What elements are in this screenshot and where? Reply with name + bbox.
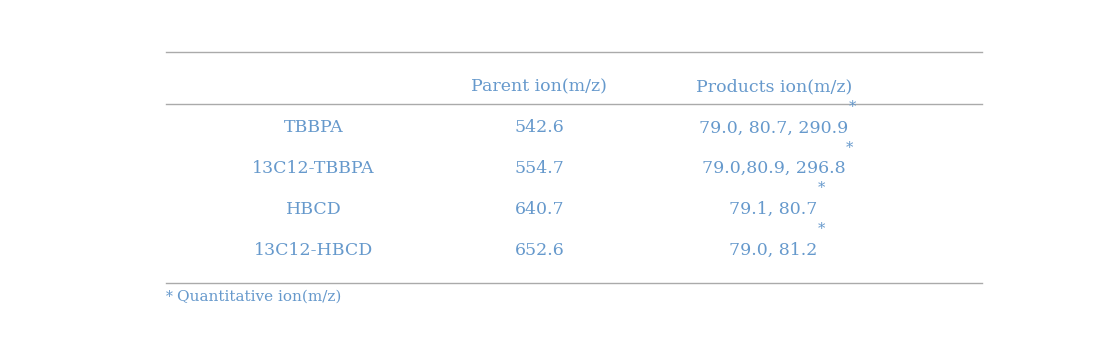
Text: 13C12-TBBPA: 13C12-TBBPA bbox=[252, 160, 375, 177]
Text: *: * bbox=[166, 289, 172, 304]
Text: 542.6: 542.6 bbox=[514, 119, 564, 137]
Text: Quantitative ion(m/z): Quantitative ion(m/z) bbox=[177, 289, 342, 304]
Text: Products ion(m/z): Products ion(m/z) bbox=[696, 79, 852, 96]
Text: 79.0, 80.7, 290.9: 79.0, 80.7, 290.9 bbox=[699, 119, 848, 137]
Text: 652.6: 652.6 bbox=[514, 242, 564, 259]
Text: TBBPA: TBBPA bbox=[283, 119, 344, 137]
Text: HBCD: HBCD bbox=[286, 201, 342, 218]
Text: 554.7: 554.7 bbox=[514, 160, 564, 177]
Text: 79.0, 81.2: 79.0, 81.2 bbox=[729, 242, 818, 259]
Text: *: * bbox=[848, 100, 856, 114]
Text: Parent ion(m/z): Parent ion(m/z) bbox=[472, 79, 607, 96]
Text: 79.1, 80.7: 79.1, 80.7 bbox=[729, 201, 818, 218]
Text: *: * bbox=[846, 140, 852, 155]
Text: *: * bbox=[818, 181, 825, 195]
Text: 13C12-HBCD: 13C12-HBCD bbox=[254, 242, 373, 259]
Text: 640.7: 640.7 bbox=[514, 201, 564, 218]
Text: 79.0,80.9, 296.8: 79.0,80.9, 296.8 bbox=[702, 160, 846, 177]
Text: *: * bbox=[818, 222, 825, 236]
